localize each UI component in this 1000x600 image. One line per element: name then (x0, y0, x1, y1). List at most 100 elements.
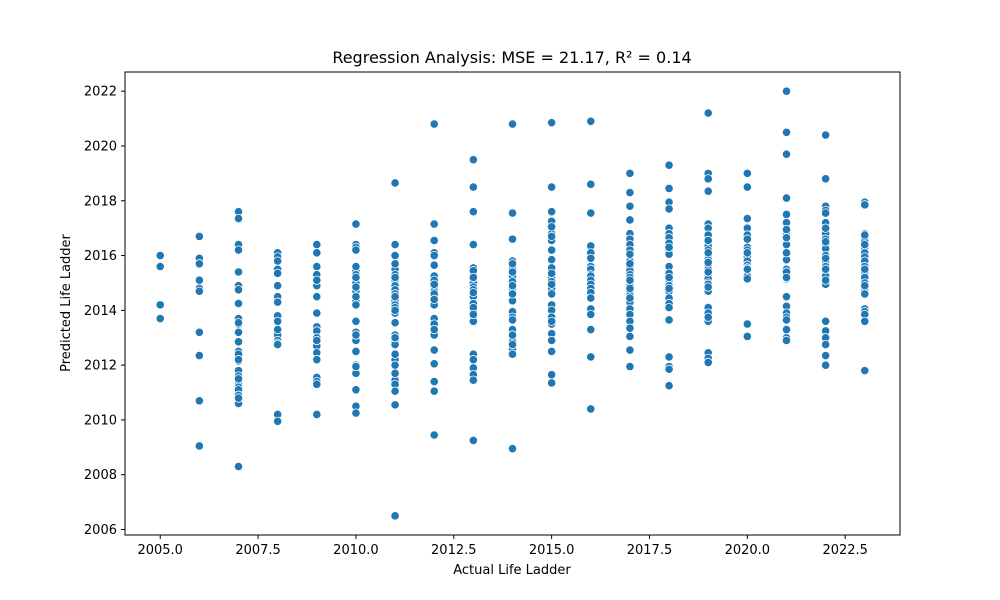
data-point (625, 331, 635, 341)
data-point (312, 409, 322, 420)
data-point (233, 298, 244, 309)
data-point (821, 208, 831, 218)
data-point (742, 182, 752, 192)
data-point (351, 219, 361, 229)
data-point (273, 339, 283, 350)
data-point (233, 267, 244, 277)
data-point (781, 272, 792, 283)
data-point (429, 386, 439, 396)
data-point (625, 323, 635, 333)
data-point (233, 327, 244, 337)
y-tick-label: 2010 (84, 413, 117, 428)
data-point (586, 352, 596, 362)
data-point (742, 213, 752, 224)
data-point (586, 293, 596, 303)
data-point (273, 316, 283, 326)
data-point (547, 346, 557, 357)
data-point (468, 287, 478, 298)
data-point (390, 272, 400, 283)
data-point (586, 208, 596, 218)
data-point (664, 315, 674, 325)
data-point (703, 235, 713, 246)
data-point (155, 250, 165, 261)
x-tick-label: 2005.0 (137, 543, 183, 558)
data-point (390, 368, 400, 378)
data-point (703, 312, 713, 322)
data-point (742, 234, 752, 244)
data-point (664, 183, 674, 194)
data-point (821, 223, 831, 233)
y-tick-label: 2016 (84, 249, 117, 264)
data-point (742, 331, 752, 341)
y-tick-label: 2006 (84, 523, 117, 538)
data-point (547, 289, 557, 299)
data-point (390, 305, 400, 315)
data-point (703, 357, 713, 367)
data-point (390, 178, 400, 188)
data-point (821, 237, 831, 247)
data-point (507, 349, 518, 359)
data-point (194, 259, 204, 269)
data-point (781, 209, 792, 220)
data-point (273, 281, 283, 291)
data-point (664, 204, 674, 214)
data-point (547, 231, 557, 241)
data-point (547, 255, 557, 265)
data-point (781, 335, 792, 346)
data-point (821, 264, 831, 274)
data-point (468, 182, 478, 192)
data-point (625, 215, 635, 225)
data-point (586, 253, 596, 263)
x-tick-label: 2022.5 (822, 543, 868, 558)
data-point (664, 352, 674, 362)
data-point (390, 318, 400, 328)
data-point (233, 337, 244, 347)
data-point (664, 283, 674, 294)
data-point (507, 339, 518, 350)
data-point (312, 248, 322, 258)
data-point (507, 289, 518, 299)
data-point (390, 240, 400, 250)
data-point (429, 345, 439, 355)
data-point (390, 360, 400, 370)
data-point (860, 366, 870, 376)
data-point (233, 285, 244, 295)
data-point (860, 240, 870, 250)
data-point (781, 149, 792, 159)
data-point (547, 182, 557, 192)
data-point (703, 282, 713, 292)
data-point (351, 316, 361, 326)
data-point (312, 379, 322, 389)
y-axis-label: Predicted Life Ladder (59, 233, 74, 371)
x-axis: 2005.0 2007.5 2010.0 2012.5 2015.0 2017.5 2020… (137, 535, 868, 558)
data-point (351, 245, 361, 255)
data-point (390, 250, 400, 261)
data-point (390, 292, 400, 302)
data-point (507, 330, 518, 340)
data-point (547, 245, 557, 255)
data-point (821, 130, 831, 140)
data-point (468, 155, 478, 165)
data-point (351, 261, 361, 272)
data-point (781, 233, 792, 243)
data-point (390, 333, 400, 343)
data-point (860, 281, 870, 291)
data-point (742, 264, 752, 274)
y-tick-label: 2020 (84, 139, 117, 154)
data-point (351, 408, 361, 418)
data-point (781, 127, 792, 137)
plot-frame (124, 71, 901, 536)
data-point (468, 355, 478, 365)
data-point (429, 235, 439, 246)
data-point (390, 349, 400, 359)
data-point (351, 300, 361, 310)
data-point (194, 327, 204, 337)
data-point (703, 248, 713, 258)
data-point (860, 200, 870, 210)
data-point (468, 375, 478, 385)
data-point (312, 275, 322, 285)
data-point (781, 292, 792, 302)
data-point (273, 268, 283, 278)
data-point (312, 335, 322, 346)
y-axis: 2006 2008 2010 2012 2014 2016 2018 2020 2022 (84, 85, 125, 538)
